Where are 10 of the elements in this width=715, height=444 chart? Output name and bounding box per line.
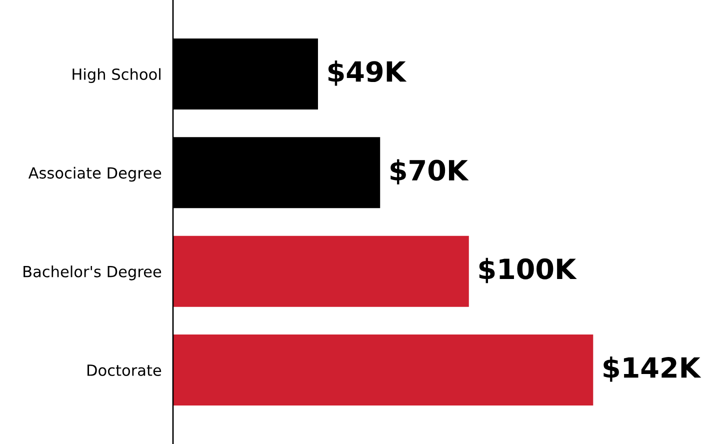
data-label: $49K xyxy=(328,60,407,86)
data-label: $100K xyxy=(479,258,577,284)
data-label: $70K xyxy=(390,159,469,184)
bar xyxy=(173,334,594,406)
y-tick-label: Bachelor's Degree xyxy=(24,266,162,280)
y-tick-label: Associate Degree xyxy=(28,166,162,182)
y-tick-label: High School xyxy=(72,68,160,83)
bar xyxy=(173,236,469,307)
data-label: $142K xyxy=(604,356,702,382)
y-tick-label: Doctorate xyxy=(88,364,162,376)
